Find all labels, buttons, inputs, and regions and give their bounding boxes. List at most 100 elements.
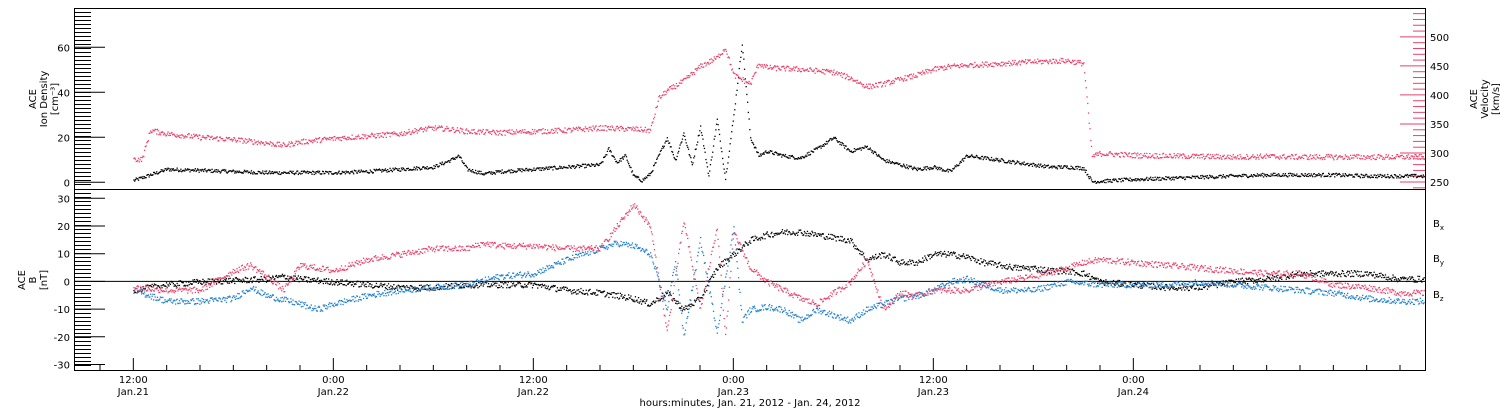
data-point (937, 66, 939, 68)
data-point (586, 128, 588, 130)
data-point (1136, 283, 1138, 285)
data-point (363, 134, 365, 136)
data-point (389, 288, 391, 290)
data-point (1137, 179, 1139, 181)
data-point (548, 289, 550, 291)
data-point (1027, 59, 1029, 61)
data-point (347, 136, 349, 138)
data-point (147, 141, 149, 143)
data-point (722, 260, 724, 262)
data-point (1176, 289, 1178, 291)
data-point (1262, 176, 1265, 178)
data-point (687, 148, 690, 150)
data-point (1050, 166, 1052, 168)
data-point (1018, 266, 1021, 268)
data-point (618, 160, 621, 162)
data-point (1233, 175, 1235, 177)
data-point (862, 83, 865, 86)
data-point (245, 142, 247, 144)
data-point (1104, 179, 1106, 181)
data-point (542, 167, 544, 169)
data-point (1098, 182, 1100, 184)
data-point (787, 65, 789, 67)
data-point (518, 131, 520, 133)
data-point (250, 278, 252, 280)
data-point (1156, 153, 1158, 155)
data-point (1412, 176, 1415, 178)
data-point (1231, 174, 1233, 176)
data-point (148, 132, 150, 134)
data-point (801, 68, 803, 70)
data-point (384, 168, 387, 170)
data-point (1044, 271, 1046, 274)
data-point (537, 131, 539, 133)
data-point (887, 161, 889, 163)
data-point (353, 169, 356, 171)
data-point (684, 305, 687, 307)
data-point (1229, 174, 1231, 176)
data-point (197, 137, 199, 140)
data-point (522, 129, 524, 131)
data-point (618, 126, 620, 129)
data-point (759, 153, 762, 155)
data-point (602, 291, 604, 294)
data-point (872, 84, 874, 86)
data-point (1248, 157, 1250, 159)
data-point (997, 63, 999, 65)
data-point (287, 279, 290, 281)
data-point (1367, 176, 1369, 179)
data-point (1132, 152, 1134, 155)
data-point (927, 72, 929, 74)
data-point (370, 170, 372, 173)
data-point (1112, 178, 1115, 180)
data-point (734, 255, 736, 257)
data-point (1077, 165, 1079, 168)
data-point (931, 255, 934, 257)
data-point (557, 127, 559, 129)
data-point (1145, 156, 1147, 158)
data-point (775, 232, 777, 235)
data-point (1210, 176, 1212, 179)
data-point (1351, 174, 1353, 176)
data-point (321, 139, 323, 141)
data-point (1373, 154, 1375, 156)
data-point (1093, 181, 1096, 183)
data-point (1353, 175, 1355, 178)
data-point (776, 234, 778, 236)
data-point (519, 170, 521, 172)
data-point (814, 148, 816, 150)
data-point (1227, 175, 1229, 177)
data-point (404, 169, 406, 171)
data-point (1209, 174, 1211, 176)
data-point (658, 298, 660, 300)
data-point (332, 280, 334, 283)
data-point (1084, 275, 1087, 277)
data-point (162, 171, 165, 173)
data-point (624, 154, 626, 156)
data-point (1348, 173, 1350, 175)
data-point (178, 135, 180, 137)
data-point (556, 287, 559, 289)
data-point (681, 138, 684, 140)
data-point (328, 170, 331, 173)
data-point (613, 292, 615, 294)
data-point (512, 130, 515, 133)
data-point (259, 278, 261, 281)
data-point (1036, 62, 1038, 65)
data-point (628, 165, 631, 167)
data-point (753, 239, 755, 242)
data-point (1245, 174, 1247, 176)
data-point (208, 283, 210, 285)
data-point (907, 168, 909, 170)
data-point (792, 231, 794, 233)
data-point (281, 144, 284, 147)
data-point (953, 168, 955, 170)
data-point (262, 279, 264, 281)
data-point (328, 283, 331, 286)
data-point (1097, 278, 1099, 280)
data-point (141, 289, 143, 291)
data-point (659, 95, 661, 97)
data-point (680, 142, 682, 144)
data-point (1157, 285, 1159, 287)
data-point (254, 173, 256, 175)
